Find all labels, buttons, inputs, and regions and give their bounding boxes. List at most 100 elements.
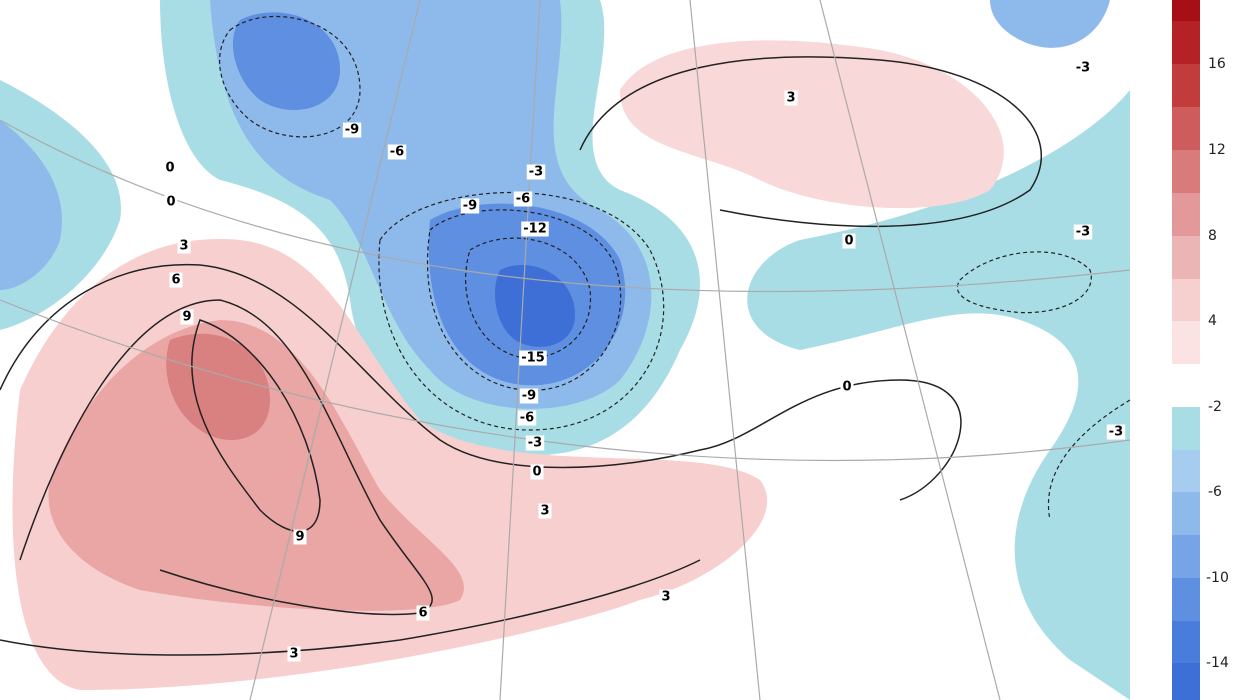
contour-label: -6 xyxy=(390,145,404,160)
parallel xyxy=(0,119,1131,293)
label-background xyxy=(530,464,544,480)
contour-label: 3 xyxy=(289,647,298,662)
contour-label: -3 xyxy=(1109,425,1123,440)
meridian xyxy=(249,0,421,700)
colorbar-label: -2 xyxy=(1208,399,1222,415)
contour-label: -9 xyxy=(522,389,536,404)
colorbar-band xyxy=(1172,64,1200,107)
label-background xyxy=(177,238,191,254)
contour-label: 9 xyxy=(182,310,191,325)
contour-label: -9 xyxy=(345,123,359,138)
contour-line xyxy=(19,299,433,616)
contour-label: -15 xyxy=(521,351,545,366)
colorbar-label: 4 xyxy=(1208,313,1217,329)
colorbar-label: 8 xyxy=(1208,228,1217,244)
label-background xyxy=(842,233,856,249)
colorbar-band xyxy=(1172,535,1200,578)
red-region xyxy=(48,320,464,611)
contour-line xyxy=(378,192,665,431)
colorbar-band xyxy=(1172,150,1200,193)
contour-label: -6 xyxy=(516,192,530,207)
label-background xyxy=(1073,60,1093,76)
contour-label: 3 xyxy=(179,239,188,254)
label-background xyxy=(526,164,546,180)
colorbar-band xyxy=(1172,0,1200,21)
contour-label: -3 xyxy=(1076,225,1090,240)
contour-line xyxy=(219,16,361,138)
meridian xyxy=(819,0,1001,700)
contour-label: 9 xyxy=(295,530,304,545)
contour-label: 0 xyxy=(842,380,851,395)
label-background xyxy=(387,144,407,160)
contour-labels: -9 -6 -3 -6 -9 -12 -15 -9 -6 -3 0 3 9 6 … xyxy=(163,60,1126,662)
dashed-contours xyxy=(219,16,1131,521)
contour-line xyxy=(956,251,1092,314)
colorbar-label: -14 xyxy=(1206,655,1229,671)
contour-label: 3 xyxy=(786,91,795,106)
label-background xyxy=(525,435,545,451)
colorbar-label: 16 xyxy=(1208,56,1226,72)
contour-label: -3 xyxy=(528,436,542,451)
label-background xyxy=(521,221,549,237)
colorbar-band xyxy=(1172,407,1200,450)
label-background xyxy=(163,160,177,176)
label-background xyxy=(519,388,539,404)
label-background xyxy=(293,529,307,545)
contour-line xyxy=(426,209,622,391)
colorbar: 16 12 8 4 -2 -6 -10 -14 xyxy=(1172,0,1229,700)
contour-label: 3 xyxy=(661,590,670,605)
colorbar-band xyxy=(1172,621,1200,663)
colorbar-band xyxy=(1172,21,1200,64)
graticule xyxy=(0,0,1131,700)
label-background xyxy=(840,379,854,395)
contour-label: 6 xyxy=(171,273,180,288)
contour-label: -3 xyxy=(529,165,543,180)
colorbar-band xyxy=(1172,663,1200,700)
label-background xyxy=(519,350,547,366)
colorbar-band xyxy=(1172,578,1200,621)
blue-region xyxy=(495,265,575,347)
label-background xyxy=(180,309,194,325)
label-background xyxy=(287,646,301,662)
label-background xyxy=(659,589,673,605)
label-background xyxy=(416,605,430,621)
contour-line xyxy=(579,56,1042,228)
red-region xyxy=(620,40,1004,209)
label-background xyxy=(517,410,537,426)
contour-label: 3 xyxy=(540,504,549,519)
contour-line xyxy=(0,263,962,501)
colorbar-band xyxy=(1172,236,1200,279)
label-background xyxy=(784,90,798,106)
colorbar-band xyxy=(1172,364,1200,407)
blue-region xyxy=(0,120,62,290)
contour-label: -9 xyxy=(463,199,477,214)
label-background xyxy=(342,122,362,138)
colorbar-band xyxy=(1172,321,1200,364)
colorbar-band xyxy=(1172,279,1200,321)
colorbar-band xyxy=(1172,193,1200,236)
colorbar-band xyxy=(1172,107,1200,150)
contour-line xyxy=(465,237,592,359)
label-background xyxy=(513,191,533,207)
contour-label: -12 xyxy=(523,222,547,237)
label-background xyxy=(1073,224,1093,240)
colorbar-label: 12 xyxy=(1208,142,1226,158)
label-background xyxy=(538,503,552,519)
meridian xyxy=(689,0,761,700)
contour-label: 0 xyxy=(532,465,541,480)
colorbar-band xyxy=(1172,492,1200,535)
anomaly-fill xyxy=(0,0,1130,700)
contour-label: 0 xyxy=(166,195,175,210)
parallel xyxy=(0,299,1131,461)
contour-line xyxy=(0,559,701,656)
label-background xyxy=(460,198,480,214)
colorbar-label: -10 xyxy=(1206,570,1229,586)
label-background xyxy=(169,272,183,288)
blue-region xyxy=(232,12,340,111)
colorbar-band xyxy=(1172,450,1200,492)
contour-label: 6 xyxy=(418,606,427,621)
contour-label: 0 xyxy=(844,234,853,249)
contour-label: -3 xyxy=(1076,61,1090,76)
